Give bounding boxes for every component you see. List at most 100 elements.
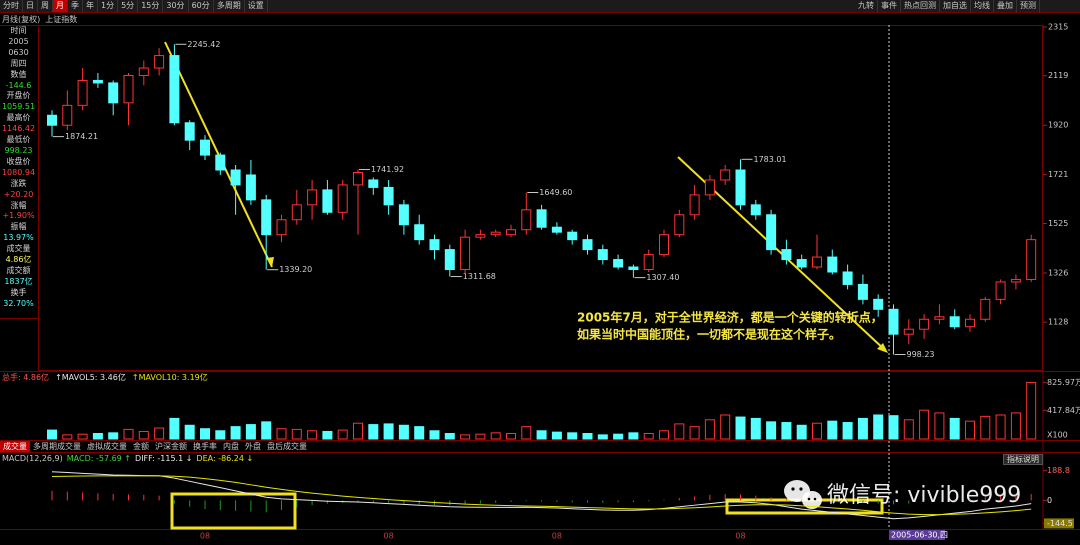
info-value: +20.20 <box>3 189 34 199</box>
candle-body <box>536 209 547 228</box>
toolbar-item[interactable]: 年 <box>83 0 98 12</box>
toolbar-item[interactable]: 周 <box>38 0 53 12</box>
candle-body <box>506 229 516 236</box>
volume-bar <box>919 409 930 440</box>
volume-bar <box>980 415 991 440</box>
volume-bar <box>750 417 761 440</box>
low-label: 1874.21 <box>65 132 98 141</box>
high-label: 1783.01 <box>754 155 787 164</box>
volume-tab[interactable]: 金额 <box>133 442 149 451</box>
candle-body <box>888 308 899 335</box>
macd-legend: DIFF: -115.1 ↓ <box>135 454 193 463</box>
indicator-help[interactable]: 指标说明 <box>1003 454 1043 465</box>
volume-bar <box>827 420 838 440</box>
dea-line <box>51 475 1032 516</box>
y-tick-label: 0 <box>1047 496 1052 505</box>
candle-body <box>750 204 761 216</box>
toolbar-right: 九转 事件 热点回测 加自选 均线 叠加 预测 <box>855 0 1040 12</box>
y-tick-label: 188.8 <box>1047 466 1070 475</box>
info-value: 998.23 <box>4 145 33 155</box>
candle-body <box>62 104 73 126</box>
volume-tab[interactable]: 换手率 <box>193 442 217 451</box>
candle-body <box>567 231 578 241</box>
candle-body <box>383 186 394 206</box>
toolbar-item[interactable]: 事件 <box>878 0 901 12</box>
candle-body <box>796 259 807 268</box>
toolbar-item[interactable]: 叠加 <box>994 0 1017 12</box>
volume-bar <box>674 423 685 440</box>
macd-header: MACD(12,26,9) MACD: -57.69 ↑ DIFF: -115.1 … <box>2 453 253 464</box>
toolbar-item[interactable]: 热点回测 <box>901 0 940 12</box>
header-text: 月线(复权) <box>2 14 41 24</box>
volume-tab[interactable]: 外盘 <box>245 442 261 451</box>
candle-body <box>337 184 348 213</box>
toolbar-item[interactable]: 预测 <box>1017 0 1040 12</box>
volume-tab[interactable]: 虚拟成交量 <box>87 442 127 451</box>
toolbar-item[interactable]: 加自选 <box>940 0 971 12</box>
candle-body <box>812 256 822 268</box>
toolbar-item[interactable]: 均线 <box>971 0 994 12</box>
info-value: +1.90% <box>2 211 35 221</box>
volume-tab[interactable]: 沪深金额 <box>155 442 187 451</box>
x-tick-label: 08 <box>384 532 394 541</box>
volume-bar <box>521 426 532 440</box>
annotation: 2005年7月，对于全世界经济，都是一个关键的转折点， <box>577 310 883 325</box>
toolbar-item[interactable]: 1分 <box>98 0 119 12</box>
toolbar-item[interactable]: 设置 <box>245 0 268 12</box>
toolbar-bg <box>0 0 1080 12</box>
toolbar-item[interactable]: 分时 <box>0 0 23 12</box>
toolbar: 分时日周月季年 1分 5分 15分 30分 60分 多周期 设置 <box>0 0 268 12</box>
toolbar-item[interactable]: 5分 <box>118 0 139 12</box>
toolbar-item[interactable]: 九转 <box>855 0 878 12</box>
toolbar-item[interactable]: 60分 <box>189 0 214 12</box>
volume-bar <box>781 422 792 440</box>
volume-bar <box>200 428 210 440</box>
macd-legend: MACD: -57.69 ↑ <box>66 454 132 463</box>
volume-bar <box>92 433 103 440</box>
arrow-head <box>877 343 888 353</box>
info-label: 涨跌 <box>10 178 27 188</box>
candle-body <box>291 204 302 221</box>
toolbar-item[interactable]: 30分 <box>163 0 189 12</box>
volume-bar <box>536 430 547 440</box>
candle-body <box>965 318 975 328</box>
candle-body <box>108 82 119 104</box>
candle-body <box>77 79 88 106</box>
info-value: 2005 <box>8 36 29 46</box>
info-label: 数值 <box>10 69 27 79</box>
volume-bar <box>659 430 669 440</box>
toolbar-item[interactable]: 日 <box>23 0 38 12</box>
volume-bar <box>643 433 654 440</box>
volume-tab[interactable]: 盘后成交量 <box>267 442 307 451</box>
info-label: 振幅 <box>10 222 27 232</box>
candle-body <box>674 214 685 236</box>
candle-body <box>307 189 318 206</box>
volume-tab[interactable]: 成交量 <box>0 441 30 452</box>
toolbar-item[interactable]: 季 <box>68 0 83 12</box>
volume-bar <box>47 429 57 440</box>
volume-tab[interactable]: 内盘 <box>223 442 239 451</box>
info-label: 开盘价 <box>6 91 31 101</box>
volume-tab[interactable]: 多周期成交量 <box>33 442 81 451</box>
toolbar-item[interactable]: 月 <box>53 0 68 12</box>
candle-body <box>949 316 960 328</box>
volume-bar <box>108 432 119 440</box>
cursor-label-bg <box>889 530 945 540</box>
volume-bar <box>62 434 73 440</box>
volume-bar <box>414 426 425 440</box>
candle-body <box>689 194 700 216</box>
candle-body <box>551 226 562 233</box>
info-value: 1146.42 <box>1 124 36 134</box>
candle-body <box>398 204 409 226</box>
volume-bar <box>261 421 272 440</box>
toolbar-item[interactable]: 15分 <box>138 0 164 12</box>
volume-bar <box>77 433 88 440</box>
volume-tabs: 成交量 多周期成交量 虚拟成交量 金额 沪深金额 换手率 内盘 外盘 盘后成交量 <box>0 441 310 452</box>
volume-bar <box>429 430 440 440</box>
candle-body <box>521 209 532 231</box>
volume-bar <box>995 414 1006 440</box>
volume-bar <box>506 433 516 440</box>
info-label: 最低价 <box>6 135 31 145</box>
unit-label: X100 <box>1047 431 1068 440</box>
toolbar-item[interactable]: 多周期 <box>214 0 245 12</box>
